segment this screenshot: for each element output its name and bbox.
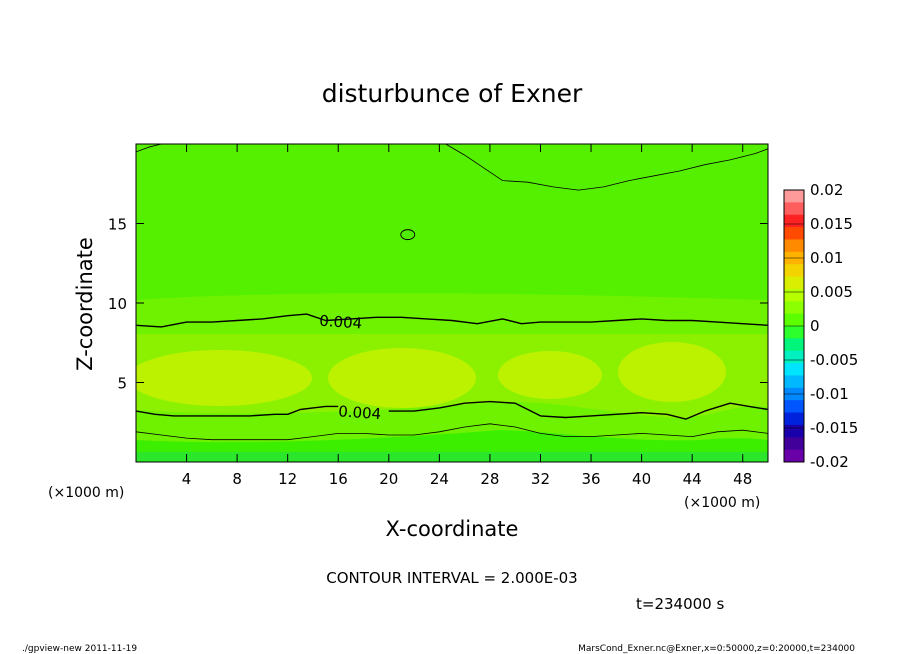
contour-interval-label: CONTOUR INTERVAL = 2.000E-03	[326, 569, 577, 587]
contour-line-1	[136, 313, 768, 328]
contour-label-group-1: 0.004	[319, 312, 363, 333]
footer-right: MarsCond_Exner.nc@Exner,x=0:50000,z=0:20…	[578, 644, 855, 654]
contour-line-5	[136, 144, 162, 153]
chart-title: disturbunce of Exner	[322, 79, 583, 108]
colorbar-segment-1	[784, 190, 804, 203]
fill-cell-4	[618, 342, 726, 402]
contour-label-1: 0.004	[319, 312, 363, 333]
fill-band-bottom	[136, 452, 768, 462]
small-contour-loop	[400, 229, 416, 241]
colorbar-tick-label-2: 0.015	[810, 215, 853, 233]
colorbar-segment-21	[784, 437, 804, 451]
contour-lines	[136, 144, 768, 441]
colorbar-segment-11	[784, 313, 804, 327]
x-tick-label-28: 28	[480, 470, 499, 488]
plot-area: 0.004 0.004	[135, 143, 769, 463]
colorbar-segment-5	[784, 239, 804, 253]
colorbar-segment-9	[784, 288, 804, 302]
x-tick-label-20: 20	[379, 470, 398, 488]
colorbar-segment-2	[784, 202, 804, 216]
colorbar-segment-4	[784, 227, 804, 240]
colorbar-tick-label-6: -0.005	[810, 351, 858, 369]
colorbar-segment-16	[784, 375, 804, 389]
colorbar-tick-label-3: 0.01	[810, 249, 843, 267]
fill-cell-3	[498, 351, 602, 399]
y-tick-label-10: 10	[108, 295, 127, 313]
x-unit-left: (×1000 m)	[48, 485, 124, 501]
x-tick-label-16: 16	[329, 470, 348, 488]
x-tick-label-8: 8	[232, 470, 242, 488]
x-axis-title: X-coordinate	[386, 517, 519, 541]
contour-line-2	[136, 405, 339, 417]
x-tick-label-48: 48	[733, 470, 752, 488]
colorbar-segment-13	[784, 338, 804, 352]
fill-cell-1	[136, 350, 312, 406]
colorbar-segment-15	[784, 363, 804, 376]
colorbar-segment-8	[784, 276, 804, 290]
contour-label-2: 0.004	[338, 402, 382, 423]
contour-line-4	[136, 423, 768, 441]
x-tick-label-4: 4	[182, 470, 192, 488]
colorbar-tick-label-9: -0.02	[810, 453, 849, 471]
colorbar-tick-label-5: 0	[810, 317, 820, 335]
x-unit-right: (×1000 m)	[684, 495, 760, 511]
colorbar-segment-7	[784, 264, 804, 277]
y-axis-title: Z-coordinate	[73, 237, 97, 371]
y-axis: 5 10 15	[108, 216, 768, 393]
colorbar-segment-18	[784, 400, 804, 413]
x-tick-label-12: 12	[278, 470, 297, 488]
contour-line-6	[445, 144, 768, 191]
fill-band-top	[136, 144, 768, 304]
colorbar-segment-14	[784, 350, 804, 364]
contour-label-group-2: 0.004	[338, 402, 382, 423]
colorbar-segment-3	[784, 214, 804, 228]
filled-contours	[136, 144, 768, 462]
x-axis: 4 8 12 16 20 24 28 32 36 40 44 48	[182, 144, 752, 488]
colorbar-segment-19	[784, 412, 804, 426]
x-tick-label-24: 24	[430, 470, 449, 488]
footer-left: ./gpview-new 2011-11-19	[22, 644, 137, 654]
x-tick-label-36: 36	[581, 470, 600, 488]
colorbar-segment-22	[784, 449, 804, 463]
colorbar-tick-label-4: 0.005	[810, 283, 853, 301]
contour-label-layer: 0.004 0.004	[319, 312, 382, 424]
x-tick-label-40: 40	[632, 470, 651, 488]
colorbar-segment-10	[784, 301, 804, 315]
colorbar-tick-label-8: -0.015	[810, 419, 858, 437]
contour-line-3	[388, 400, 768, 420]
x-tick-label-32: 32	[531, 470, 550, 488]
colorbar-segment-12	[784, 326, 804, 339]
y-tick-label-5: 5	[117, 375, 127, 393]
colorbar-tick-label-1: 0.02	[810, 181, 843, 199]
colorbar-tick-label-7: -0.01	[810, 385, 849, 403]
colorbar-segment-20	[784, 424, 804, 438]
y-tick-label-15: 15	[108, 216, 127, 234]
colorbar-ticks: 0.02 0.015 0.01 0.005 0 -0.005 -0.01 -0.015 -0.0…	[784, 181, 858, 471]
time-label: t=234000 s	[636, 595, 724, 613]
fill-cell-2	[328, 348, 476, 408]
x-tick-label-44: 44	[683, 470, 702, 488]
